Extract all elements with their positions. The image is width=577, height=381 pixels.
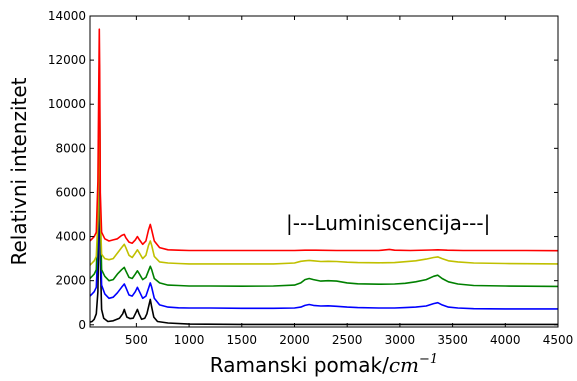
x-tick-label: 2000 <box>279 333 310 347</box>
x-tick-label: 500 <box>125 333 148 347</box>
x-tick-label: 4000 <box>490 333 521 347</box>
x-axis-label-unit-exponent: −1 <box>419 352 438 367</box>
y-axis-label: Relativni intenzitet <box>7 77 31 265</box>
series-line-4 <box>89 28 559 252</box>
x-tick-label: 1500 <box>227 333 258 347</box>
series-line-1 <box>89 85 558 310</box>
series-line-3 <box>89 81 559 266</box>
y-tick-label: 0 <box>78 318 86 332</box>
y-tick-label: 14000 <box>48 9 86 23</box>
plot-frame <box>89 15 559 328</box>
y-tick-label: 8000 <box>55 141 86 155</box>
x-tick-label: 1000 <box>174 333 205 347</box>
y-tick-label: 4000 <box>55 230 86 244</box>
x-axis-label-unit: cm <box>389 353 419 377</box>
y-tick-label: 12000 <box>48 53 86 67</box>
annotation-luminiscencija: |---Luminiscencija---| <box>286 211 490 235</box>
x-axis-label-text: Ramanski pomak/ <box>210 353 389 377</box>
x-tick-label: 3500 <box>437 333 468 347</box>
x-axis-label: Ramanski pomak/cm−1 <box>210 352 438 377</box>
x-tick-label: 3000 <box>385 333 416 347</box>
x-tick-label: 4500 <box>543 333 574 347</box>
series-line-2 <box>89 63 559 288</box>
y-tick-label: 2000 <box>55 274 86 288</box>
ticks-layer: 500 1000 1500 2000 2500 3000 3500 4000 4500 0 2000… <box>48 9 573 347</box>
x-tick-label: 2500 <box>332 333 363 347</box>
y-tick-label: 6000 <box>55 185 86 199</box>
y-tick-label: 10000 <box>48 97 86 111</box>
series-layer <box>89 28 559 326</box>
